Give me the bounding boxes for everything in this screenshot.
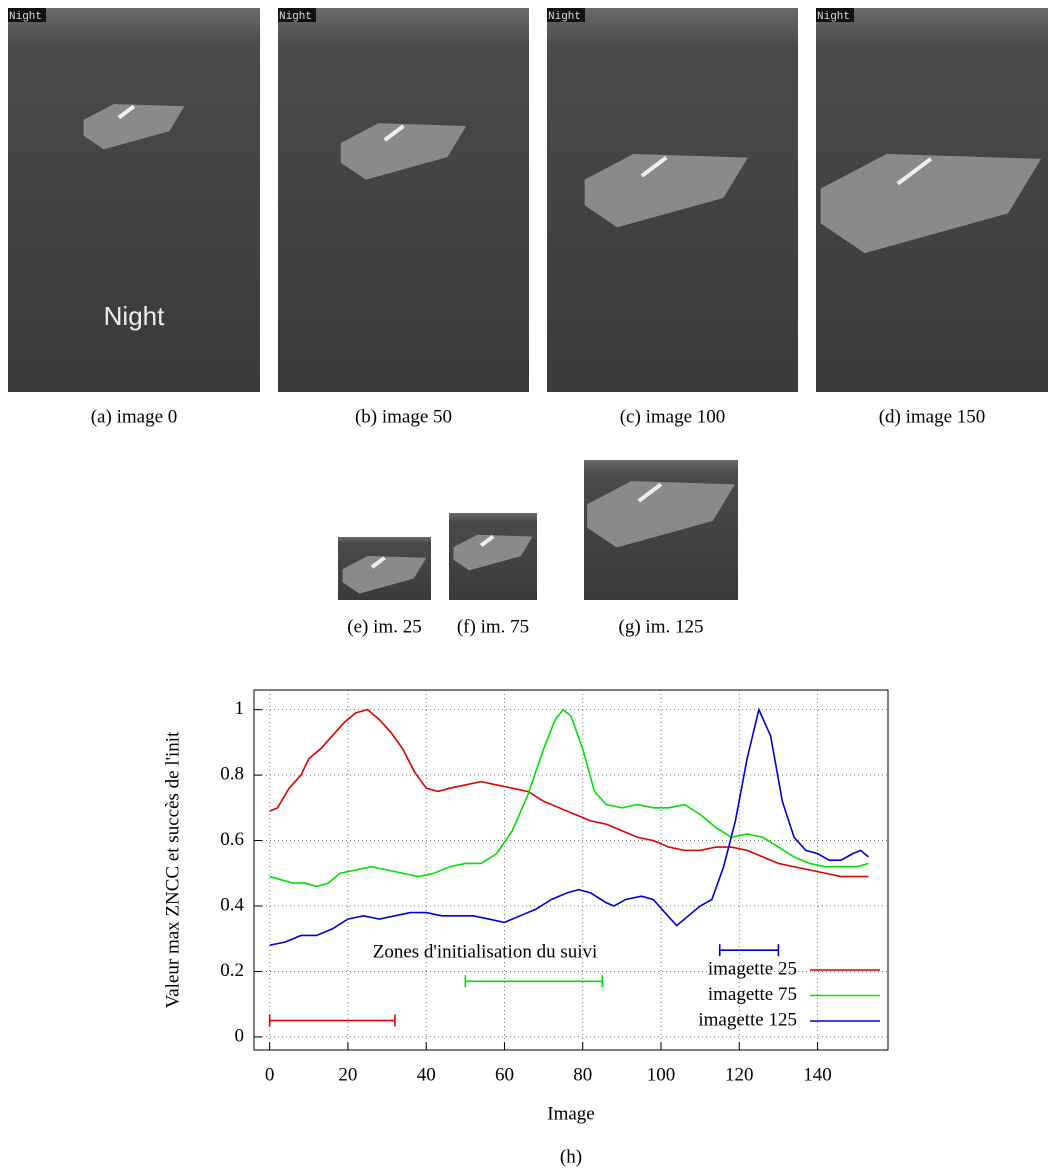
series-line bbox=[269, 707, 869, 947]
deck-mark bbox=[117, 104, 136, 120]
ship bbox=[453, 534, 533, 571]
legend-label: imagette 75 bbox=[708, 984, 797, 1005]
caption: (a) image 0 bbox=[91, 406, 178, 427]
y-tick-label: 0.4 bbox=[220, 894, 244, 915]
legend-label: imagette 25 bbox=[708, 958, 797, 979]
x-tick-label: 60 bbox=[495, 1064, 514, 1085]
chart-caption: (h) bbox=[560, 1146, 582, 1167]
ship bbox=[587, 481, 735, 548]
deck-mark bbox=[896, 157, 933, 186]
caption: (g) im. 125 bbox=[619, 616, 704, 637]
caption: (e) im. 25 bbox=[347, 616, 421, 637]
ship bbox=[340, 123, 467, 180]
series-line bbox=[269, 708, 869, 878]
series-line bbox=[269, 708, 869, 888]
x-tick-label: 0 bbox=[265, 1064, 275, 1085]
x-tick-label: 100 bbox=[647, 1064, 676, 1085]
x-axis-label: Image bbox=[547, 1103, 594, 1124]
ship bbox=[83, 104, 185, 150]
deck-mark bbox=[637, 482, 663, 503]
annotation: Zones d'initialisation du suivi bbox=[373, 941, 598, 962]
y-tick-label: 0 bbox=[235, 1025, 245, 1046]
ship bbox=[584, 153, 748, 228]
tag-box bbox=[816, 8, 854, 22]
image-tag: Night bbox=[548, 11, 581, 23]
tag-box bbox=[547, 8, 585, 22]
deck-mark bbox=[383, 124, 405, 142]
x-tick-label: 120 bbox=[725, 1064, 754, 1085]
plot-frame bbox=[253, 689, 889, 1051]
tag-box bbox=[278, 8, 316, 22]
ship bbox=[820, 153, 1042, 254]
x-tick-label: 140 bbox=[803, 1064, 832, 1085]
deck-mark bbox=[479, 534, 495, 548]
photo bbox=[8, 8, 260, 392]
legend-label: imagette 125 bbox=[698, 1009, 797, 1030]
caption: (b) image 50 bbox=[355, 406, 452, 427]
y-tick-label: 1 bbox=[235, 698, 245, 719]
y-tick-label: 0.8 bbox=[220, 763, 244, 784]
deck-mark bbox=[370, 556, 386, 569]
tag-box bbox=[8, 8, 46, 22]
caption: (d) image 150 bbox=[879, 406, 986, 427]
image-tag: Night bbox=[279, 11, 312, 23]
y-tick-label: 0.6 bbox=[220, 829, 244, 850]
x-tick-label: 40 bbox=[417, 1064, 436, 1085]
x-tick-label: 20 bbox=[338, 1064, 357, 1085]
x-tick-label: 80 bbox=[573, 1064, 592, 1085]
photo bbox=[278, 8, 529, 392]
caption: (c) image 100 bbox=[620, 406, 726, 427]
image-tag: Night bbox=[817, 11, 850, 23]
y-tick-label: 0.2 bbox=[220, 960, 244, 981]
image-overlay: Night bbox=[104, 301, 165, 331]
y-axis-label: Valeur max ZNCC et succès de l'init bbox=[162, 731, 183, 1008]
deck-mark bbox=[640, 155, 668, 178]
image-tag: Night bbox=[9, 11, 42, 23]
caption: (f) im. 75 bbox=[457, 616, 529, 637]
ship bbox=[342, 555, 427, 594]
